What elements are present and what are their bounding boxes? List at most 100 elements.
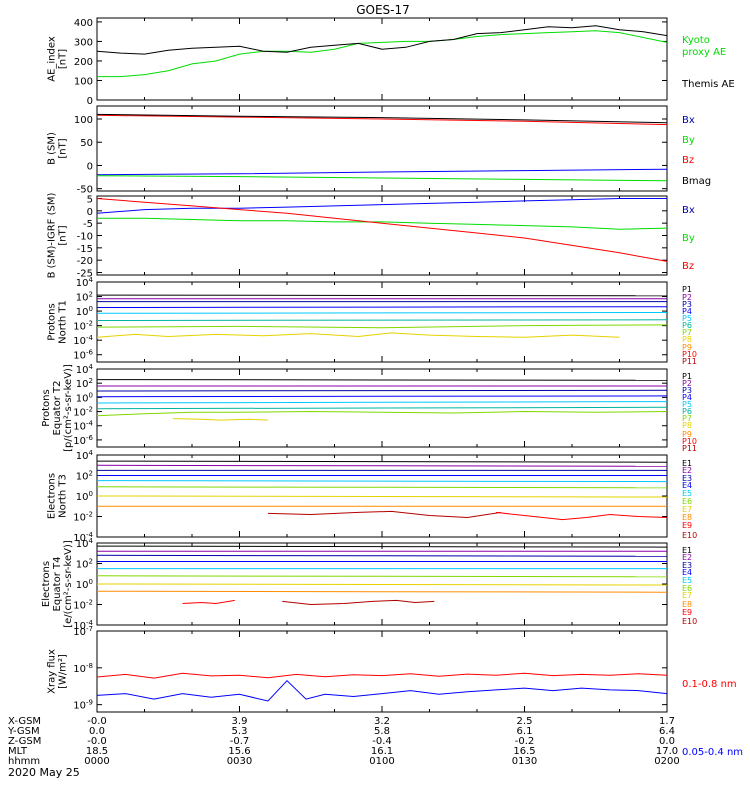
panel-bsm: -50 0 50 100 B (SM) [nT] Bx By Bz Bmag	[47, 105, 711, 196]
panel-frame	[96, 17, 668, 101]
panel-frame	[96, 630, 668, 713]
date-label: 2020 May 25	[8, 766, 80, 779]
series-0-1-0-8-nm	[96, 672, 668, 679]
y-tick-label: 102	[76, 291, 93, 304]
panel-frame	[96, 281, 668, 363]
y-axis-label: Electrons	[41, 561, 52, 607]
y-tick-label: 102	[76, 377, 93, 390]
legend-item: P2	[682, 293, 692, 302]
series-p4	[96, 306, 668, 308]
legend-item: P10	[682, 350, 697, 359]
orbit-table: X-GSM -0.0 3.9 3.2 2.5 1.7 Y-GSM 0.0 5.3 5.8 6.1 6.…	[7, 716, 680, 767]
series-p1	[96, 294, 668, 297]
legend-item: P6	[682, 321, 692, 330]
panel-xray: 10-9 10-8 10-7 Xray flux [W/m²] 0.1-0.8 nm 0.0…	[47, 625, 744, 758]
y-tick-label: 10-9	[73, 699, 93, 712]
series-e1	[96, 460, 668, 463]
legend-item: P7	[682, 328, 692, 337]
legend-item: P1	[682, 285, 692, 294]
orbit-value: 0030	[227, 756, 252, 767]
legend-item: P9	[682, 343, 692, 352]
series-e6	[96, 575, 668, 578]
y-axis-label: [e/(cm²-s-sr-keV)]	[63, 540, 74, 628]
legend-item: Bmag	[682, 176, 711, 187]
y-axis-label: [nT]	[58, 138, 69, 158]
legend-item: P8	[682, 335, 692, 344]
legend-item: P3	[682, 386, 692, 395]
y-axis-label: Equator T4	[52, 557, 63, 612]
y-tick-label: 10-2	[73, 599, 93, 612]
legend-item: E5	[682, 576, 692, 585]
series-e9	[182, 599, 235, 605]
series-p3	[96, 389, 668, 392]
orbit-row-label: MLT	[8, 746, 28, 757]
y-tick-label: 100	[76, 490, 93, 503]
series-e1	[96, 545, 668, 548]
legend-item: 0.05-0.4 nm	[682, 747, 743, 758]
legend-item: Bx	[682, 205, 695, 216]
y-tick-label: 104	[76, 449, 94, 462]
y-axis-label: North T1	[58, 300, 69, 344]
legend-item: E3	[682, 474, 692, 483]
y-tick-label: 100	[76, 305, 93, 318]
legend-item: E4	[682, 481, 692, 490]
legend-item: Bz	[682, 155, 694, 166]
y-tick-label: 102	[76, 558, 93, 571]
y-tick-label: 400	[74, 18, 93, 29]
series-p8	[172, 418, 269, 421]
series-e10	[495, 511, 668, 521]
y-axis-label: [W/m²]	[58, 654, 69, 689]
legend-item: Bx	[682, 115, 695, 126]
orbit-value: -0.0	[87, 716, 107, 727]
orbit-value: -0.7	[230, 736, 250, 747]
y-axis-label: [nT]	[58, 49, 69, 69]
series-p6	[96, 406, 668, 410]
y-tick-label: -5	[83, 219, 93, 230]
y-tick-label: -15	[77, 244, 93, 255]
legend-item: E2	[682, 553, 692, 562]
y-tick-label: 10-7	[73, 625, 93, 638]
legend-item: P2	[682, 379, 692, 388]
orbit-row-label: hhmm	[8, 756, 40, 767]
y-tick-label: 100	[74, 76, 93, 87]
series-0-05-0-4-nm	[96, 679, 668, 702]
series-p1	[96, 379, 668, 381]
orbit-value: 2.5	[517, 716, 533, 727]
series-p8	[96, 332, 620, 338]
y-tick-label: 0	[87, 207, 93, 218]
legend-item: E9	[682, 521, 692, 530]
y-tick-label: 10-8	[73, 662, 93, 675]
y-axis-label: Protons	[41, 389, 52, 426]
y-tick-label: 10-4	[73, 420, 93, 433]
legend-item: Themis AE	[681, 79, 735, 90]
orbit-row-label: Z-GSM	[8, 736, 41, 747]
legend-item: Bz	[682, 261, 694, 272]
legend-item: Kyoto	[682, 35, 710, 46]
series-e2	[96, 464, 668, 467]
y-axis-label: [nT]	[58, 225, 69, 245]
legend-item: 0.1-0.8 nm	[682, 679, 737, 690]
legend-item: E4	[682, 568, 692, 577]
y-tick-label: 104	[76, 276, 94, 289]
orbit-value: 0.0	[659, 736, 675, 747]
series-e7	[96, 583, 668, 586]
series-p4	[96, 395, 668, 398]
y-axis-label: AE_index	[47, 36, 58, 82]
orbit-value: 1.7	[659, 716, 675, 727]
series-bz	[96, 114, 668, 126]
series-e5	[96, 480, 668, 483]
series-p7	[96, 324, 668, 329]
orbit-value: 0130	[512, 756, 537, 767]
series-e10	[282, 599, 435, 606]
y-tick-label: 104	[76, 363, 94, 376]
y-tick-label: 104	[76, 537, 94, 550]
series-p6	[96, 319, 668, 321]
series-bx	[96, 198, 667, 214]
orbit-value: 0.0	[89, 726, 105, 737]
y-tick-label: 50	[80, 138, 93, 149]
y-axis-label: Xray flux	[47, 649, 58, 694]
